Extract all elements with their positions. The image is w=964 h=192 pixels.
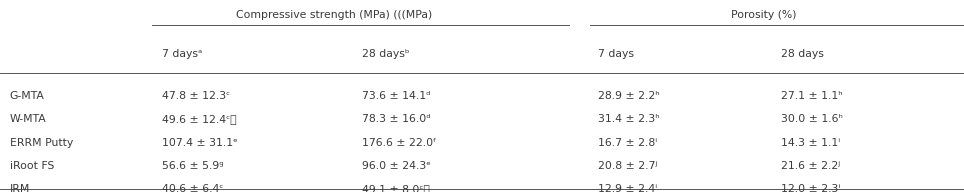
Text: 78.3 ± 16.0ᵈ: 78.3 ± 16.0ᵈ xyxy=(362,114,430,124)
Text: 16.7 ± 2.8ⁱ: 16.7 ± 2.8ⁱ xyxy=(598,138,656,148)
Text: 56.6 ± 5.9ᵍ: 56.6 ± 5.9ᵍ xyxy=(162,161,224,171)
Text: ERRM Putty: ERRM Putty xyxy=(10,138,73,148)
Text: 20.8 ± 2.7ʲ: 20.8 ± 2.7ʲ xyxy=(598,161,656,171)
Text: 12.0 ± 2.3ⁱ: 12.0 ± 2.3ⁱ xyxy=(781,184,841,192)
Text: 28.9 ± 2.2ʰ: 28.9 ± 2.2ʰ xyxy=(598,91,659,101)
Text: G-MTA: G-MTA xyxy=(10,91,44,101)
Text: 49.1 ± 8.0ᶜⲝ: 49.1 ± 8.0ᶜⲝ xyxy=(362,184,429,192)
Text: 14.3 ± 1.1ⁱ: 14.3 ± 1.1ⁱ xyxy=(781,138,840,148)
Text: IRM: IRM xyxy=(10,184,30,192)
Text: 28 days: 28 days xyxy=(781,49,823,59)
Text: 47.8 ± 12.3ᶜ: 47.8 ± 12.3ᶜ xyxy=(162,91,230,101)
Text: 96.0 ± 24.3ᵉ: 96.0 ± 24.3ᵉ xyxy=(362,161,430,171)
Text: 27.1 ± 1.1ʰ: 27.1 ± 1.1ʰ xyxy=(781,91,843,101)
Text: Porosity (%): Porosity (%) xyxy=(731,10,796,20)
Text: 30.0 ± 1.6ʰ: 30.0 ± 1.6ʰ xyxy=(781,114,843,124)
Text: 31.4 ± 2.3ʰ: 31.4 ± 2.3ʰ xyxy=(598,114,659,124)
Text: 7 daysᵃ: 7 daysᵃ xyxy=(162,49,202,59)
Text: 28 daysᵇ: 28 daysᵇ xyxy=(362,49,409,59)
Text: Compressive strength (MPa) (((MPa): Compressive strength (MPa) (((MPa) xyxy=(236,10,433,20)
Text: 107.4 ± 31.1ᵉ: 107.4 ± 31.1ᵉ xyxy=(162,138,237,148)
Text: 7 days: 7 days xyxy=(598,49,633,59)
Text: 176.6 ± 22.0ᶠ: 176.6 ± 22.0ᶠ xyxy=(362,138,436,148)
Text: 12.9 ± 2.4ⁱ: 12.9 ± 2.4ⁱ xyxy=(598,184,656,192)
Text: 73.6 ± 14.1ᵈ: 73.6 ± 14.1ᵈ xyxy=(362,91,430,101)
Text: iRoot FS: iRoot FS xyxy=(10,161,54,171)
Text: 40.6 ± 6.4ᶜ: 40.6 ± 6.4ᶜ xyxy=(162,184,224,192)
Text: W-MTA: W-MTA xyxy=(10,114,46,124)
Text: 21.6 ± 2.2ʲ: 21.6 ± 2.2ʲ xyxy=(781,161,840,171)
Text: 49.6 ± 12.4ᶜⲝ: 49.6 ± 12.4ᶜⲝ xyxy=(162,114,236,124)
